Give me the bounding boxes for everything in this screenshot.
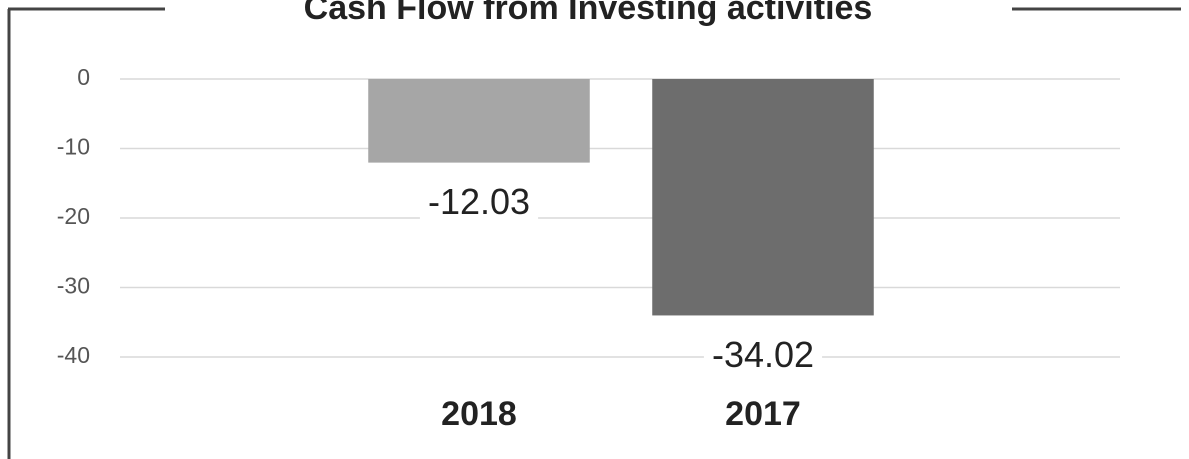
bar xyxy=(368,79,590,163)
bar xyxy=(652,79,874,316)
data-label-bg xyxy=(703,333,823,375)
y-tick-label: 0 xyxy=(77,64,90,90)
data-label: -34.02 xyxy=(712,334,814,375)
data-label-bg xyxy=(419,181,539,223)
y-tick-label: -10 xyxy=(57,134,90,160)
y-tick-label: -30 xyxy=(57,273,90,299)
data-label: -12.03 xyxy=(428,181,530,222)
x-tick-label: 2017 xyxy=(725,395,801,433)
y-tick-label: -20 xyxy=(57,203,90,229)
y-tick-label: -40 xyxy=(57,342,90,368)
chart-title: Cash Flow from Investing activities xyxy=(304,0,873,27)
x-tick-label: 2018 xyxy=(441,395,517,433)
